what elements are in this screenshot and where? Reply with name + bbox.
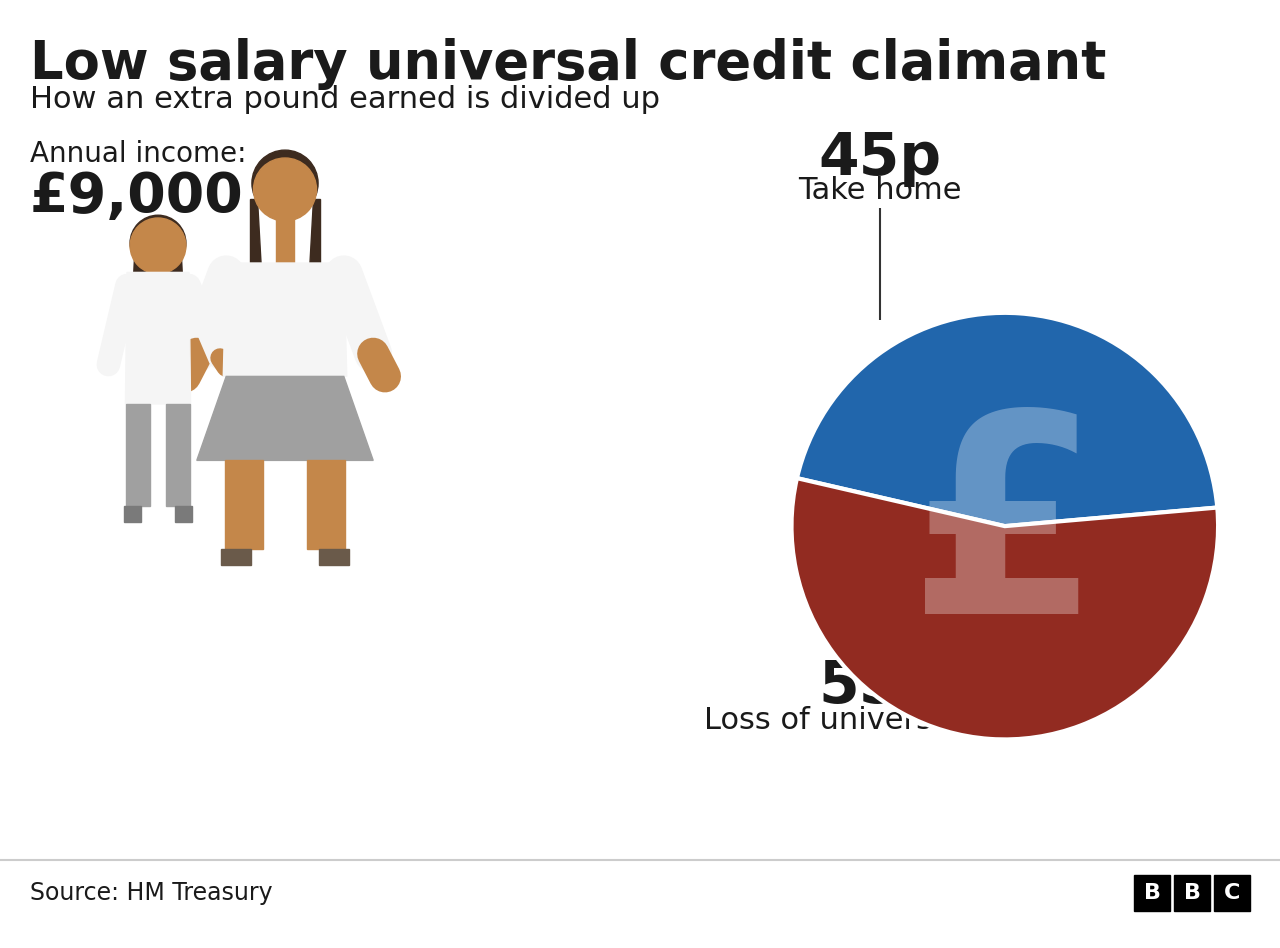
Bar [1174,875,1210,911]
Text: C: C [1224,883,1240,903]
Text: £: £ [909,402,1101,672]
Polygon shape [220,549,251,565]
Wedge shape [791,478,1219,739]
Polygon shape [319,549,349,565]
Polygon shape [251,199,262,307]
Circle shape [131,215,186,271]
Circle shape [131,218,186,274]
Polygon shape [223,263,347,376]
Text: How an extra pound earned is divided up: How an extra pound earned is divided up [29,85,660,114]
Text: 45p: 45p [818,130,942,187]
Polygon shape [125,272,191,404]
Polygon shape [124,506,141,521]
Polygon shape [225,461,262,549]
Circle shape [253,158,316,221]
Text: 55p: 55p [818,658,942,715]
Text: B: B [1184,883,1201,903]
Polygon shape [125,404,150,506]
Circle shape [252,150,317,216]
Bar [1213,875,1251,911]
Text: Loss of universal credit: Loss of universal credit [704,706,1056,735]
Polygon shape [307,199,320,307]
Text: £9,000: £9,000 [29,170,243,224]
Polygon shape [166,404,189,506]
Polygon shape [275,218,294,263]
Text: Low salary universal credit claimant: Low salary universal credit claimant [29,38,1106,90]
Bar [1134,875,1170,911]
Wedge shape [797,313,1217,526]
Text: Take home: Take home [799,176,961,205]
Text: Annual income:: Annual income: [29,140,247,168]
Polygon shape [197,376,374,461]
Polygon shape [175,506,192,521]
Text: Source: HM Treasury: Source: HM Treasury [29,881,273,905]
Text: B: B [1143,883,1161,903]
Polygon shape [307,461,346,549]
